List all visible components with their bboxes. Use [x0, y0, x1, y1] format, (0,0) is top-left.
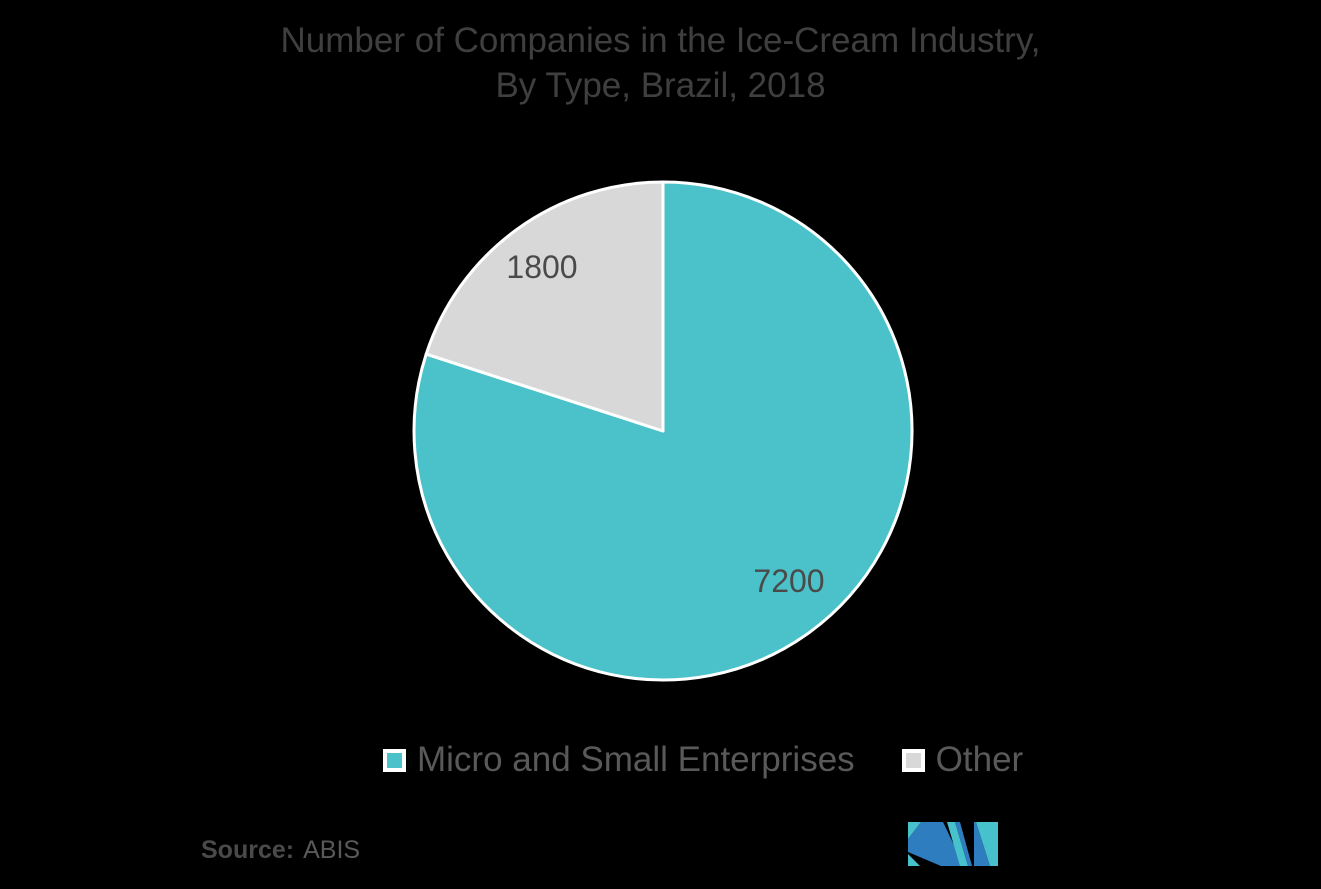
legend-label-micro-and-small-enterprises: Micro and Small Enterprises — [417, 740, 855, 779]
logo-shape-teal-bottom-left — [908, 854, 920, 866]
legend-item-micro-and-small-enterprises[interactable]: Micro and Small Enterprises — [383, 741, 855, 779]
chart-title-line2: By Type, Brazil, 2018 — [495, 66, 826, 105]
legend-swatch-gray-icon — [901, 748, 925, 772]
legend-swatch-teal-icon — [383, 748, 406, 772]
logo-shape-teal-middle — [947, 822, 968, 866]
logo-shape-teal-i-block — [976, 822, 998, 866]
pie-slice-other[interactable] — [424, 180, 665, 433]
source-label: Source: — [201, 836, 295, 864]
legend-item-other[interactable]: Other — [901, 740, 1024, 779]
data-label-micro-and-small-enterprises: 7200 — [753, 563, 824, 599]
legend: Micro and Small Enterprises Other — [383, 741, 1023, 779]
logo-shape-blue-diagonal-1 — [908, 822, 964, 866]
chart-title-line1: Number of Companies in the Ice-Cream Ind… — [280, 21, 1041, 60]
legend-label-other: Other — [935, 740, 1024, 779]
logo-shape-blue-i-triangle — [974, 822, 990, 866]
pie-chart: 1800 7200 — [412, 180, 914, 682]
chart-title: Number of Companies in the Ice-Cream Ind… — [0, 18, 1321, 108]
logo-shape-teal-top-left — [908, 822, 921, 839]
logo-shape-blue-diagonal-2 — [955, 822, 972, 866]
source-note: Source: ABIS — [201, 836, 360, 865]
mordor-intelligence-logo-icon — [908, 822, 998, 866]
source-value: ABIS — [303, 836, 361, 864]
data-label-other: 1800 — [506, 249, 577, 285]
